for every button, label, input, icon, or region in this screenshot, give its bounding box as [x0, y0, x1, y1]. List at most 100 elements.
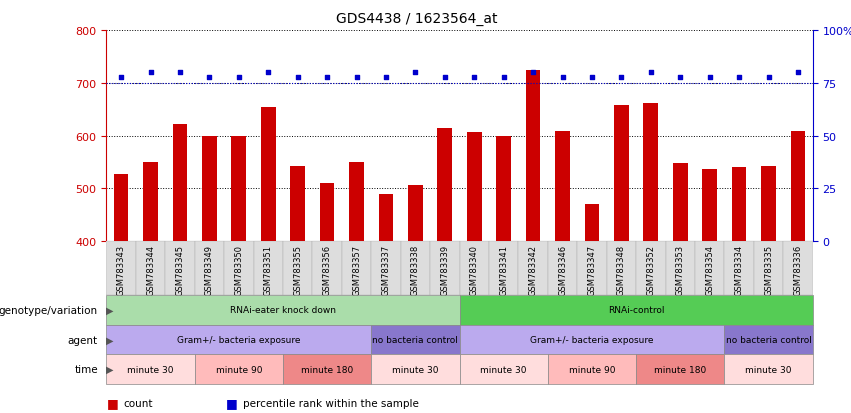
Bar [791, 132, 805, 242]
Point [526, 70, 540, 76]
Point [791, 70, 805, 76]
Point [408, 70, 422, 76]
Bar [614, 106, 629, 242]
Point [380, 74, 393, 81]
Point [291, 74, 305, 81]
Point [556, 74, 569, 81]
Bar [202, 136, 217, 242]
Text: Gram+/- bacteria exposure: Gram+/- bacteria exposure [530, 335, 654, 344]
Bar [195, 242, 224, 295]
Bar [290, 166, 305, 242]
Point [114, 74, 128, 81]
Point [614, 74, 628, 81]
Text: ■: ■ [226, 396, 237, 409]
Bar [643, 104, 658, 242]
Text: GSM783336: GSM783336 [793, 244, 802, 295]
Bar [231, 136, 246, 242]
Text: percentile rank within the sample: percentile rank within the sample [243, 398, 419, 408]
Text: GSM783340: GSM783340 [470, 244, 479, 295]
Text: GSM783355: GSM783355 [294, 244, 302, 295]
Bar [143, 163, 158, 242]
Bar [173, 125, 187, 242]
Text: RNAi-control: RNAi-control [608, 306, 665, 315]
Bar [437, 129, 452, 242]
Bar [702, 169, 717, 242]
Point [173, 70, 186, 76]
Text: GSM783334: GSM783334 [734, 244, 744, 295]
Bar [342, 242, 371, 295]
Point [320, 74, 334, 81]
Bar [379, 194, 393, 242]
Point [261, 70, 275, 76]
Text: GSM783335: GSM783335 [764, 244, 773, 295]
Bar [732, 168, 746, 242]
Text: minute 30: minute 30 [392, 365, 438, 374]
Text: minute 180: minute 180 [301, 365, 353, 374]
Bar [106, 242, 136, 295]
Text: minute 90: minute 90 [215, 365, 262, 374]
Bar [577, 242, 607, 295]
Text: GSM783354: GSM783354 [705, 244, 714, 295]
Text: count: count [123, 398, 153, 408]
Bar [665, 242, 695, 295]
Bar [783, 242, 813, 295]
Text: GSM783345: GSM783345 [175, 244, 185, 295]
Bar [349, 163, 364, 242]
Text: ▶: ▶ [106, 335, 113, 345]
Text: minute 30: minute 30 [745, 365, 791, 374]
Bar [496, 136, 511, 242]
Text: no bacteria control: no bacteria control [726, 335, 812, 344]
Text: GSM783349: GSM783349 [205, 244, 214, 295]
Bar [283, 242, 312, 295]
Text: GSM783353: GSM783353 [676, 244, 685, 295]
Point [762, 74, 775, 81]
Bar [136, 242, 165, 295]
Point [497, 74, 511, 81]
Text: minute 180: minute 180 [654, 365, 706, 374]
Bar [695, 242, 724, 295]
Text: GSM783347: GSM783347 [587, 244, 597, 295]
Text: minute 90: minute 90 [568, 365, 615, 374]
Text: RNAi-eater knock down: RNAi-eater knock down [230, 306, 336, 315]
Bar [320, 184, 334, 242]
Point [733, 74, 746, 81]
Text: GSM783348: GSM783348 [617, 244, 625, 295]
Point [673, 74, 687, 81]
Bar [165, 242, 195, 295]
Bar [408, 185, 423, 242]
Bar [467, 133, 482, 242]
Bar [555, 132, 570, 242]
Text: GSM783351: GSM783351 [264, 244, 272, 295]
Bar [673, 163, 688, 242]
Bar [224, 242, 254, 295]
Bar [401, 242, 430, 295]
Bar [518, 242, 548, 295]
Text: GSM783343: GSM783343 [117, 244, 126, 295]
Bar [460, 242, 489, 295]
Point [350, 74, 363, 81]
Bar [254, 242, 283, 295]
Point [144, 70, 157, 76]
Bar [430, 242, 460, 295]
Point [703, 74, 717, 81]
Text: ■: ■ [106, 396, 118, 409]
Bar [312, 242, 342, 295]
Point [467, 74, 481, 81]
Bar [585, 204, 599, 242]
Text: ▶: ▶ [106, 305, 113, 315]
Point [644, 70, 658, 76]
Bar [371, 242, 401, 295]
Text: Gram+/- bacteria exposure: Gram+/- bacteria exposure [177, 335, 300, 344]
Text: GSM783337: GSM783337 [381, 244, 391, 295]
Text: GSM783346: GSM783346 [558, 244, 567, 295]
Bar [636, 242, 665, 295]
Bar [261, 108, 276, 242]
Text: GSM783350: GSM783350 [234, 244, 243, 295]
Point [438, 74, 452, 81]
Bar [761, 166, 776, 242]
Text: minute 30: minute 30 [128, 365, 174, 374]
Text: no bacteria control: no bacteria control [373, 335, 459, 344]
Text: GSM783357: GSM783357 [352, 244, 361, 295]
Bar [489, 242, 518, 295]
Text: GDS4438 / 1623564_at: GDS4438 / 1623564_at [336, 12, 498, 26]
